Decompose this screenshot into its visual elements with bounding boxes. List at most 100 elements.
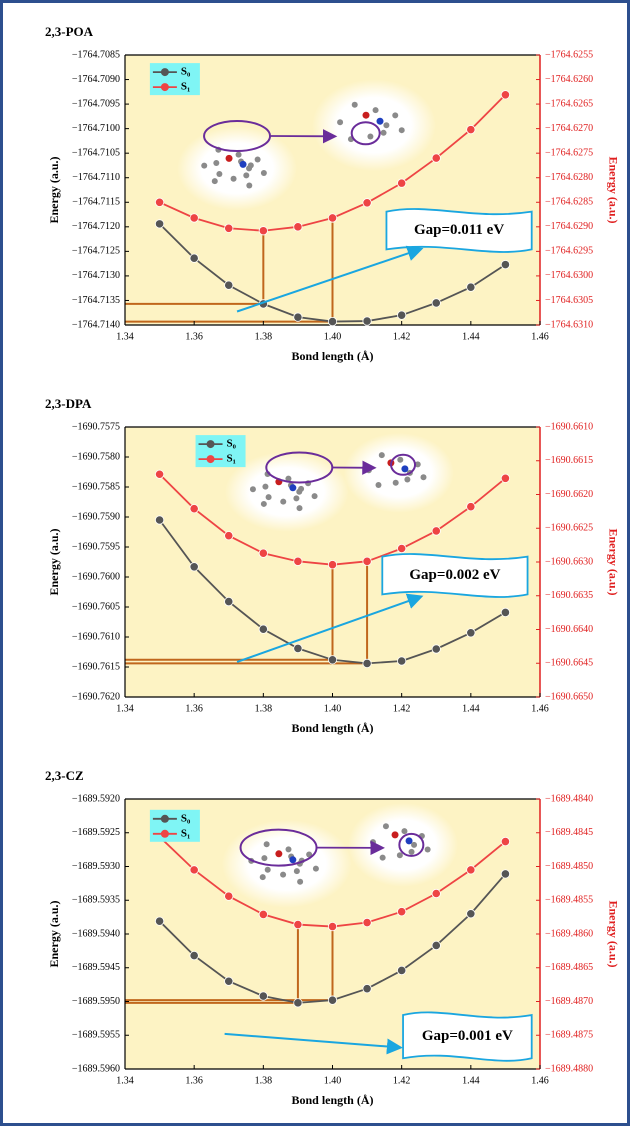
legend-marker	[161, 830, 169, 838]
y2-tick-label: −1764.6275	[545, 147, 593, 158]
x-tick-label: 1.38	[255, 703, 273, 714]
data-point	[155, 516, 163, 524]
atom	[250, 486, 256, 492]
molecule-glow	[177, 126, 297, 210]
legend-marker	[161, 68, 169, 76]
atom	[352, 102, 358, 108]
data-point	[432, 889, 440, 897]
y2-tick-label: −1690.6645	[545, 658, 593, 669]
data-point	[190, 951, 198, 959]
atom	[261, 501, 267, 507]
y-axis-title: Energy (a.u.)	[47, 529, 61, 596]
y-tick-label: −1690.7600	[72, 571, 120, 582]
data-point	[397, 966, 405, 974]
x-tick-label: 1.42	[393, 331, 411, 342]
y-tick-label: −1689.5935	[72, 895, 120, 906]
legend-box	[150, 810, 200, 842]
x-tick-label: 1.46	[531, 703, 549, 714]
data-point	[328, 922, 336, 930]
atom	[286, 846, 292, 852]
x-tick-label: 1.46	[531, 331, 549, 342]
data-point	[397, 544, 405, 552]
data-point	[259, 625, 267, 633]
y-tick-label: −1690.7610	[72, 631, 120, 642]
atom	[248, 162, 254, 168]
atom	[399, 127, 405, 133]
atom	[289, 484, 296, 491]
atom	[255, 156, 261, 162]
gap-annotation: Gap=0.011 eV	[414, 222, 504, 238]
legend-marker	[207, 455, 215, 463]
y2-tick-label: −1689.4865	[545, 962, 593, 973]
panel-title: 2,3-POA	[45, 24, 94, 39]
y2-tick-label: −1689.4850	[545, 861, 593, 872]
atom	[260, 874, 266, 880]
atom	[231, 176, 237, 182]
y2-tick-label: −1689.4855	[545, 895, 593, 906]
data-point	[467, 629, 475, 637]
atom	[213, 160, 219, 166]
y-tick-label: −1764.7110	[72, 172, 120, 183]
y2-tick-label: −1690.6650	[545, 691, 593, 702]
y2-tick-label: −1689.4870	[545, 996, 593, 1007]
y2-tick-label: −1690.6630	[545, 556, 593, 567]
legend-label: S₁	[181, 81, 190, 93]
data-point	[294, 223, 302, 231]
y2-tick-label: −1764.6290	[545, 221, 593, 232]
atom	[367, 134, 373, 140]
x-tick-label: 1.38	[255, 1075, 273, 1086]
y-tick-label: −1764.7135	[72, 295, 120, 306]
y2-tick-label: −1690.6620	[545, 489, 593, 500]
y-tick-label: −1690.7575	[72, 421, 120, 432]
data-point	[397, 179, 405, 187]
data-point	[190, 866, 198, 874]
data-point	[363, 317, 371, 325]
panel-title: 2,3-DPA	[45, 396, 92, 411]
x-tick-label: 1.40	[324, 703, 342, 714]
legend-marker	[161, 83, 169, 91]
y-tick-label: −1764.7090	[72, 74, 120, 85]
atom	[392, 831, 399, 838]
data-point	[397, 657, 405, 665]
y-tick-label: −1689.5955	[72, 1030, 120, 1041]
y-axis-title: Energy (a.u.)	[47, 901, 61, 968]
data-point	[363, 984, 371, 992]
data-point	[259, 549, 267, 557]
gap-annotation: Gap=0.001 eV	[422, 1028, 513, 1044]
x-axis-title: Bond length (Å)	[291, 349, 373, 363]
atom	[261, 855, 267, 861]
atom	[383, 823, 389, 829]
x-tick-label: 1.40	[324, 1075, 342, 1086]
data-point	[225, 224, 233, 232]
data-point	[363, 557, 371, 565]
atom	[261, 170, 267, 176]
data-point	[397, 908, 405, 916]
y2-tick-label: −1764.6305	[545, 295, 593, 306]
x-tick-label: 1.36	[185, 703, 203, 714]
y2-axis-title: Energy (a.u.)	[606, 529, 620, 596]
y2-tick-label: −1690.6635	[545, 590, 593, 601]
legend-label: S₀	[181, 812, 191, 824]
atom	[294, 868, 300, 874]
y2-tick-label: −1764.6265	[545, 98, 593, 109]
y-tick-label: −1690.7580	[72, 451, 120, 462]
x-tick-label: 1.46	[531, 1075, 549, 1086]
atom	[377, 118, 384, 125]
x-tick-label: 1.40	[324, 331, 342, 342]
y-tick-label: −1764.7085	[72, 49, 120, 60]
legend-marker	[207, 440, 215, 448]
atom	[381, 130, 387, 136]
atom	[289, 856, 296, 863]
atom	[243, 172, 249, 178]
y2-tick-label: −1689.4840	[545, 793, 593, 804]
data-point	[259, 910, 267, 918]
data-point	[467, 283, 475, 291]
atom	[383, 122, 389, 128]
y-tick-label: −1689.5950	[72, 996, 120, 1007]
atom	[397, 457, 403, 463]
data-point	[190, 254, 198, 262]
y2-tick-label: −1764.6260	[545, 74, 593, 85]
x-axis-title: Bond length (Å)	[291, 721, 373, 735]
y-tick-label: −1764.7140	[72, 319, 120, 330]
x-tick-label: 1.44	[462, 1075, 480, 1086]
